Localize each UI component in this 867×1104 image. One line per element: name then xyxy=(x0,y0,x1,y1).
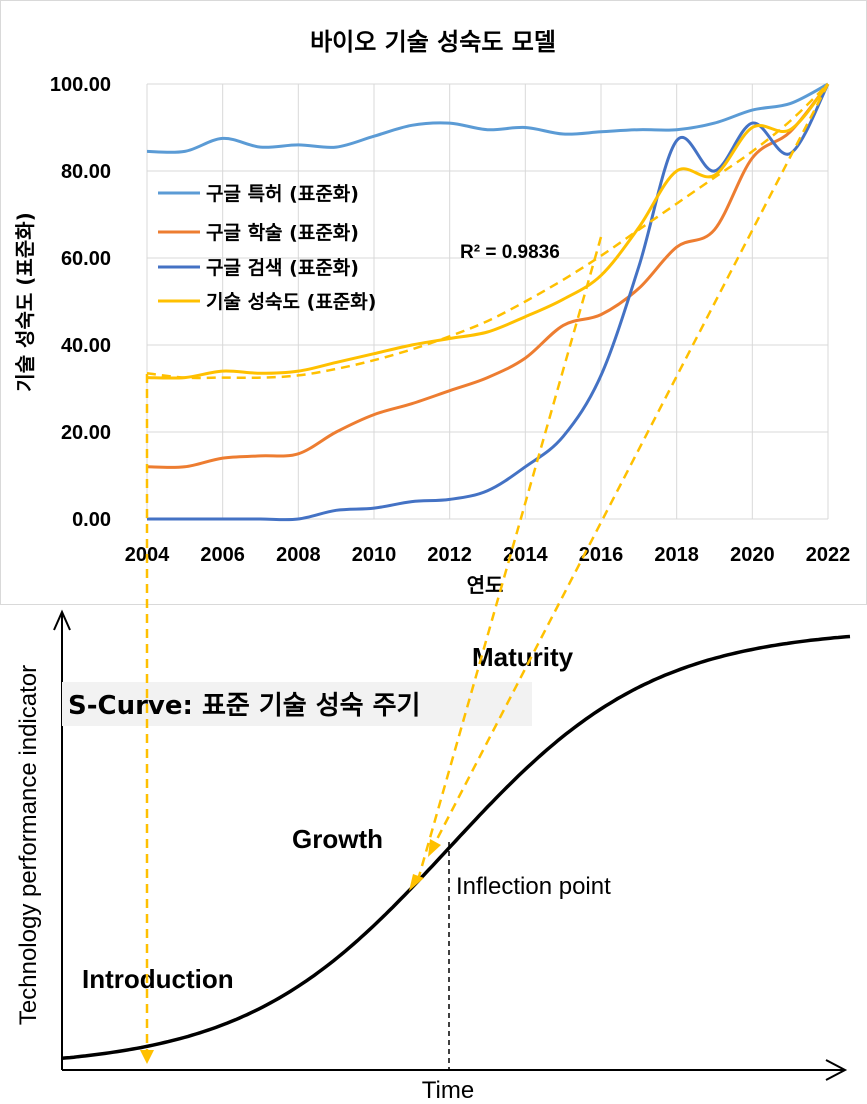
y-tick-labels: 0.00 20.00 40.00 60.00 80.00 100.00 xyxy=(50,74,111,531)
x-tick-label: 2010 xyxy=(352,544,397,566)
s-curve-x-arrow-icon xyxy=(825,1059,848,1081)
y-tick-label: 60.00 xyxy=(61,248,111,270)
s-curve-title: S-Curve: 표준 기술 성숙 주기 xyxy=(68,691,420,721)
connector-maturity-line xyxy=(432,83,830,846)
legend-label-patent: 구글 특허 (표준화) xyxy=(206,183,359,205)
x-tick-label: 2008 xyxy=(276,544,321,566)
top-chart-border xyxy=(0,0,867,605)
r-squared-label: R² = 0.9836 xyxy=(460,242,560,263)
y-tick-label: 40.00 xyxy=(61,335,111,357)
phase-label-introduction: Introduction xyxy=(82,964,234,994)
phase-label-growth: Growth xyxy=(292,824,383,854)
grid xyxy=(146,83,829,520)
y-tick-label: 80.00 xyxy=(61,161,111,183)
x-tick-label: 2020 xyxy=(730,544,775,566)
x-tick-label: 2014 xyxy=(503,544,548,566)
trendline-maturity xyxy=(146,83,829,380)
connector-intro-arrow-icon xyxy=(140,1050,154,1064)
connector-arrows xyxy=(140,83,830,1064)
s-curve-y-arrow-icon xyxy=(53,609,71,631)
series-line-patent xyxy=(146,82,829,154)
connector-maturity-arrow-icon xyxy=(428,839,441,857)
s-curve-y-label: Technology performance indicator xyxy=(15,665,42,1025)
series-lines xyxy=(146,82,830,522)
series-line-search xyxy=(147,83,830,522)
legend: 구글 특허 (표준화) 구글 학술 (표준화) 구글 검색 (표준화) 기술 성… xyxy=(158,183,376,313)
inflection-point-label: Inflection point xyxy=(456,873,611,900)
phase-label-maturity: Maturity xyxy=(472,642,574,672)
s-curve-title-box xyxy=(62,682,532,726)
x-axis-title: 연도 xyxy=(467,573,504,597)
s-curve-x-label: Time xyxy=(422,1077,474,1104)
x-tick-label: 2022 xyxy=(806,544,851,566)
legend-label-search: 구글 검색 (표준화) xyxy=(206,257,359,279)
s-curve-diagram: S-Curve: 표준 기술 성숙 주기 Maturity Growth Int… xyxy=(15,609,851,1104)
x-tick-label: 2016 xyxy=(579,544,624,566)
connector-growth-arrow-icon xyxy=(409,874,424,891)
s-curve-line xyxy=(61,634,851,1061)
chart-title: 바이오 기술 성숙도 모델 xyxy=(310,28,556,56)
series-line-maturity xyxy=(146,83,830,380)
y-tick-label: 20.00 xyxy=(61,422,111,444)
x-tick-label: 2006 xyxy=(200,544,245,566)
series-line-academic xyxy=(146,83,830,469)
legend-label-academic: 구글 학술 (표준화) xyxy=(206,222,359,244)
x-tick-label: 2018 xyxy=(654,544,699,566)
legend-label-maturity: 기술 성숙도 (표준화) xyxy=(206,291,376,313)
connector-growth-line xyxy=(416,236,603,881)
y-tick-label: 0.00 xyxy=(72,509,111,531)
x-tick-label: 2012 xyxy=(427,544,472,566)
y-axis-title: 기술 성숙도 (표준화) xyxy=(13,212,37,391)
y-tick-label: 100.00 xyxy=(50,74,111,96)
